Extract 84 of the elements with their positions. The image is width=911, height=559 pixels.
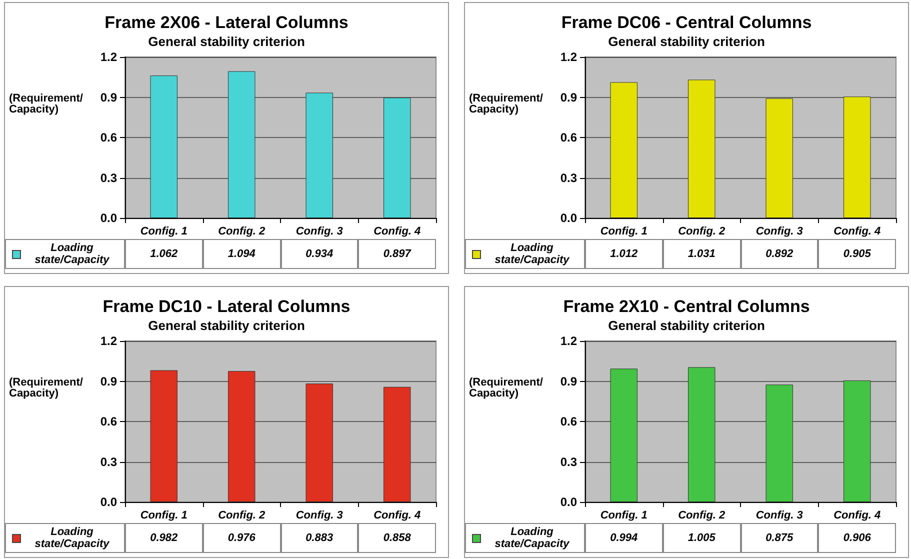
data-label: 1.005 xyxy=(662,523,740,553)
data-label: 0.906 xyxy=(818,523,896,553)
data-label: 0.976 xyxy=(202,523,280,553)
data-label: 0.892 xyxy=(740,239,818,269)
bar xyxy=(610,368,638,502)
x-tick-label: Config. 4 xyxy=(374,510,421,522)
bar xyxy=(228,371,256,502)
bar xyxy=(844,380,871,502)
data-label: 0.994 xyxy=(585,523,663,553)
x-tick-label: Config. 1 xyxy=(140,510,188,522)
x-tick-label: Config. 2 xyxy=(218,510,266,522)
x-tick-label: Config. 2 xyxy=(678,226,726,238)
bar xyxy=(384,386,411,502)
data-label: 0.883 xyxy=(280,523,358,553)
y-tick-label: 0.3 xyxy=(100,170,118,185)
bar xyxy=(766,384,793,502)
bar xyxy=(306,384,333,502)
y-tick-label: 0.6 xyxy=(100,130,118,144)
y-tick-label: 0.3 xyxy=(560,170,578,185)
x-tick-label: Config. 3 xyxy=(756,226,803,238)
y-tick-label: 0.9 xyxy=(100,90,118,104)
x-tick-label: Config. 4 xyxy=(834,226,881,238)
x-tick-label: Config. 4 xyxy=(834,510,881,522)
chart-subtitle: General stability criterion xyxy=(608,318,765,333)
y-tick-label: 0.0 xyxy=(100,495,118,509)
x-tick-label: Config. 2 xyxy=(678,510,726,522)
y-tick-label: 0.9 xyxy=(560,90,578,104)
data-label: 0.982 xyxy=(125,523,203,553)
y-tick-label: 1.2 xyxy=(560,50,578,64)
y-tick-label: 0.6 xyxy=(100,414,118,428)
text: Loading state/Capacity xyxy=(34,242,110,266)
y-axis-title: (Requirement/ Capacity) xyxy=(9,376,83,400)
x-tick-label: Config. 1 xyxy=(600,226,648,238)
x-tick-label: Config. 1 xyxy=(140,226,188,238)
y-tick-label: 1.2 xyxy=(560,334,578,348)
y-tick-label: 0.0 xyxy=(560,211,578,225)
data-label: 1.062 xyxy=(125,239,203,269)
x-tick-label: Config. 3 xyxy=(296,226,343,238)
chart-subtitle: General stability criterion xyxy=(608,34,765,49)
data-label: 0.875 xyxy=(740,523,818,553)
chart-title: Frame 2X10 - Central Columns xyxy=(563,297,810,316)
data-label: 1.031 xyxy=(662,239,740,269)
y-axis-title: (Requirement/ Capacity) xyxy=(469,376,543,400)
text: Loading state/Capacity xyxy=(34,526,110,550)
bar xyxy=(306,92,333,218)
y-tick-label: 0.0 xyxy=(560,495,578,509)
y-tick-label: 0.6 xyxy=(560,130,578,144)
data-label: 0.934 xyxy=(280,239,358,269)
y-tick-label: 0.0 xyxy=(100,211,118,225)
text: Loading state/Capacity xyxy=(494,526,570,550)
y-tick-label: 0.6 xyxy=(560,414,578,428)
text: Loading state/Capacity xyxy=(494,242,570,266)
bar xyxy=(150,76,178,218)
bar xyxy=(610,82,638,218)
y-tick-label: 0.3 xyxy=(560,454,578,469)
bar xyxy=(228,71,256,218)
y-tick-label: 1.2 xyxy=(100,334,118,348)
bar xyxy=(844,96,871,218)
bar xyxy=(384,98,411,218)
y-tick-label: 0.3 xyxy=(100,454,118,469)
bar xyxy=(150,370,178,502)
chart-subtitle: General stability criterion xyxy=(148,34,305,49)
data-label: 0.905 xyxy=(818,239,896,269)
y-tick-label: 0.9 xyxy=(100,374,118,388)
x-tick-label: Config. 3 xyxy=(296,510,343,522)
bar xyxy=(766,98,793,218)
data-label: 1.094 xyxy=(202,239,280,269)
chart-title: Frame 2X06 - Lateral Columns xyxy=(104,13,348,32)
y-axis-title: (Requirement/ Capacity) xyxy=(469,92,543,116)
data-label: 0.897 xyxy=(358,239,436,269)
y-tick-label: 1.2 xyxy=(100,50,118,64)
x-tick-label: Config. 1 xyxy=(600,510,648,522)
data-label: 0.858 xyxy=(358,523,436,553)
chart-title: Frame DC10 - Lateral Columns xyxy=(102,297,350,316)
x-tick-label: Config. 4 xyxy=(374,226,421,238)
chart-title: Frame DC06 - Central Columns xyxy=(561,13,812,32)
data-label: 1.012 xyxy=(585,239,663,269)
x-tick-label: Config. 3 xyxy=(756,510,803,522)
x-tick-label: Config. 2 xyxy=(218,226,266,238)
y-tick-label: 0.9 xyxy=(560,374,578,388)
bar xyxy=(688,367,716,502)
chart-subtitle: General stability criterion xyxy=(148,318,305,333)
y-axis-title: (Requirement/ Capacity) xyxy=(9,92,83,116)
bar xyxy=(688,80,716,218)
